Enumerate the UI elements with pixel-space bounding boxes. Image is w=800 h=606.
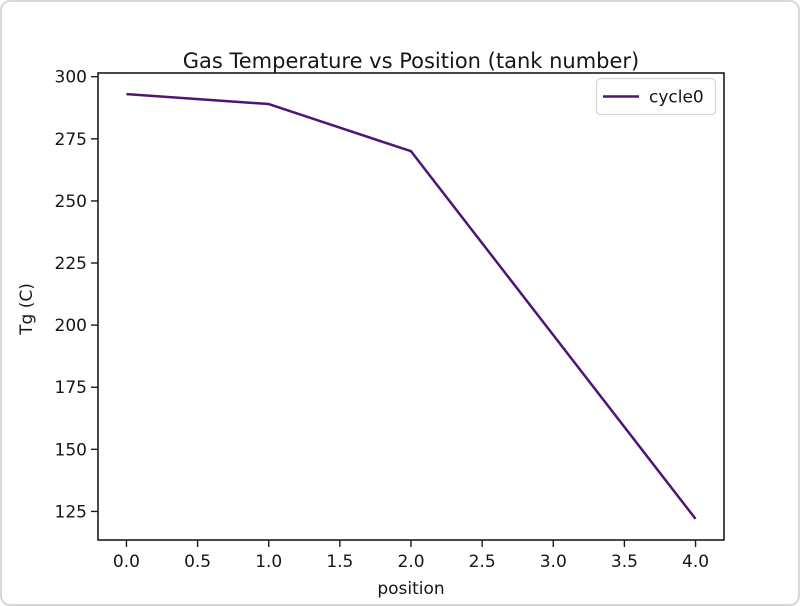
x-axis-label: position	[377, 579, 444, 599]
legend-frame	[595, 77, 717, 116]
x-tick-label: 3.5	[611, 552, 638, 572]
chart-title: Gas Temperature vs Position (tank number…	[183, 49, 640, 73]
y-tick-label: 225	[55, 254, 87, 274]
x-tick-label: 4.0	[682, 552, 709, 572]
series-line-cycle0	[126, 92, 697, 520]
y-tick-label: 200	[55, 316, 87, 336]
x-tick-label: 0.0	[113, 552, 140, 572]
y-axis-ticks: 125 150 175 200 225 250 275 300	[55, 68, 98, 522]
x-tick-label: 3.0	[540, 552, 567, 572]
y-tick-label: 300	[55, 68, 87, 88]
x-tick-label: 2.5	[469, 552, 496, 572]
y-tick-label: 150	[55, 440, 87, 460]
legend: cycle0	[595, 77, 717, 116]
y-axis-label: Tg (C)	[17, 283, 37, 336]
x-tick-label: 0.5	[184, 552, 211, 572]
plot-area	[97, 72, 725, 541]
y-tick-label: 275	[55, 130, 87, 150]
x-tick-label: 1.0	[255, 552, 282, 572]
x-tick-label: 2.0	[397, 552, 424, 572]
x-tick-label: 1.5	[326, 552, 353, 572]
y-tick-label: 250	[55, 192, 87, 212]
y-tick-label: 125	[55, 502, 87, 522]
legend-label-cycle0: cycle0	[649, 88, 704, 108]
y-tick-label: 175	[55, 378, 87, 398]
x-axis-ticks: 0.0 0.5 1.0 1.5 2.0 2.5 3.0 3.5 4.0	[113, 540, 709, 572]
